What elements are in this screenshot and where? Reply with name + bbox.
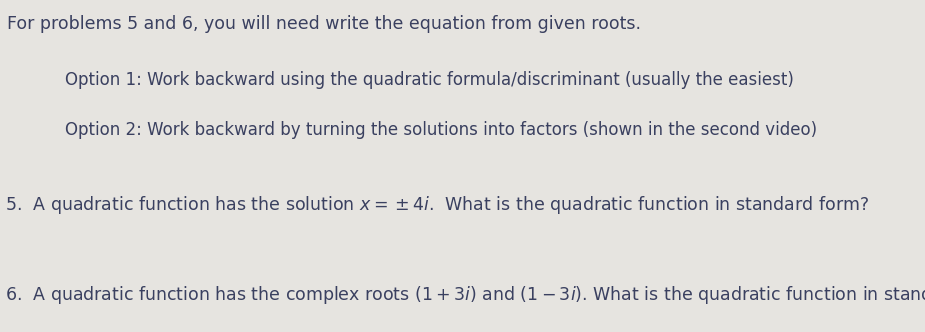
Text: Option 1: Work backward using the quadratic formula/discriminant (usually the ea: Option 1: Work backward using the quadra… [65,71,794,89]
Text: 5.  A quadratic function has the solution $x = \pm4i$.  What is the quadratic fu: 5. A quadratic function has the solution… [5,194,869,216]
Text: For problems 5 and 6, you will need write the equation from given roots.: For problems 5 and 6, you will need writ… [7,15,641,33]
Text: 6.  A quadratic function has the complex roots $(1+3i)$ and $(1-3i)$. What is th: 6. A quadratic function has the complex … [5,284,925,306]
Text: Option 2: Work backward by turning the solutions into factors (shown in the seco: Option 2: Work backward by turning the s… [65,121,817,139]
